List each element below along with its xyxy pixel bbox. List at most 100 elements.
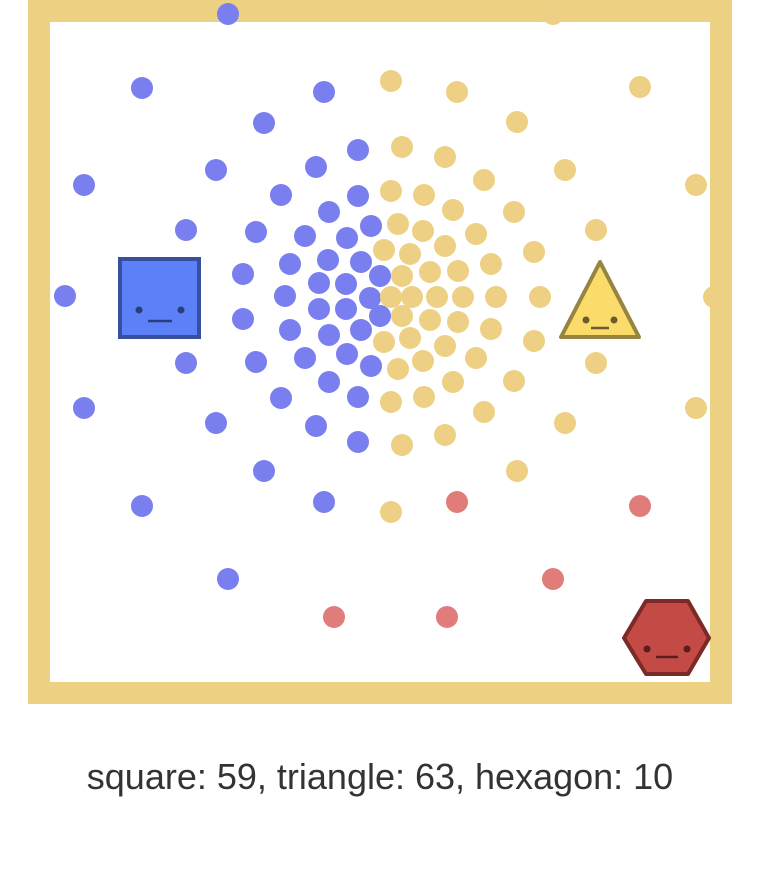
triangle-dot bbox=[523, 330, 545, 352]
triangle-dot bbox=[554, 412, 576, 434]
square-dot bbox=[336, 227, 358, 249]
game-board bbox=[28, 0, 732, 704]
square-dot bbox=[350, 319, 372, 341]
square-dot bbox=[350, 251, 372, 273]
triangle-dot bbox=[434, 424, 456, 446]
triangle-dot bbox=[387, 358, 409, 380]
triangle-dot bbox=[585, 219, 607, 241]
square-dot bbox=[73, 397, 95, 419]
square-dot bbox=[205, 159, 227, 181]
square-dot bbox=[313, 81, 335, 103]
square-dot bbox=[253, 112, 275, 134]
triangle-dot bbox=[413, 184, 435, 206]
square-dot bbox=[305, 415, 327, 437]
triangle-dot bbox=[419, 309, 441, 331]
triangle-dot bbox=[380, 391, 402, 413]
square-dot bbox=[253, 460, 275, 482]
triangle-dot bbox=[380, 501, 402, 523]
triangle-character[interactable] bbox=[559, 260, 641, 339]
square-dot bbox=[369, 305, 391, 327]
square-dot bbox=[270, 387, 292, 409]
hexagon-right-eye bbox=[683, 645, 691, 653]
triangle-dot bbox=[685, 174, 707, 196]
square-dot bbox=[318, 201, 340, 223]
hexagon-character[interactable] bbox=[622, 599, 711, 676]
square-dot bbox=[308, 272, 330, 294]
square-dot bbox=[131, 77, 153, 99]
triangle-dot bbox=[503, 201, 525, 223]
triangle-dot bbox=[412, 350, 434, 372]
square-dot bbox=[54, 285, 76, 307]
triangle-dot bbox=[380, 70, 402, 92]
triangle-dot bbox=[399, 327, 421, 349]
triangle-dot bbox=[446, 81, 468, 103]
triangle-dot bbox=[503, 370, 525, 392]
triangle-dot bbox=[473, 169, 495, 191]
triangle-dot bbox=[452, 286, 474, 308]
square-dot bbox=[217, 3, 239, 25]
triangle-dot bbox=[434, 335, 456, 357]
square-dot bbox=[217, 568, 239, 590]
triangle-dot bbox=[480, 253, 502, 275]
triangle-dot bbox=[523, 241, 545, 263]
square-dot bbox=[279, 319, 301, 341]
square-left-eye bbox=[135, 306, 143, 314]
square-dot bbox=[245, 221, 267, 243]
triangle-dot bbox=[465, 347, 487, 369]
square-right-eye bbox=[177, 306, 185, 314]
triangle-dot bbox=[380, 286, 402, 308]
triangle-dot bbox=[629, 76, 651, 98]
square-dot bbox=[347, 386, 369, 408]
hexagon-dot bbox=[323, 606, 345, 628]
triangle-left-eye bbox=[582, 316, 590, 324]
square-dot bbox=[205, 412, 227, 434]
square-dot bbox=[318, 371, 340, 393]
hexagon-left-eye bbox=[643, 645, 651, 653]
square-dot bbox=[245, 351, 267, 373]
square-dot bbox=[347, 431, 369, 453]
triangle-dot bbox=[413, 386, 435, 408]
square-dot bbox=[175, 219, 197, 241]
triangle-dot bbox=[419, 261, 441, 283]
triangle-dot bbox=[480, 318, 502, 340]
triangle-dot bbox=[399, 243, 421, 265]
triangle-dot bbox=[434, 235, 456, 257]
hexagon-dot bbox=[436, 606, 458, 628]
square-dot bbox=[317, 249, 339, 271]
triangle-dot bbox=[373, 331, 395, 353]
square-dot bbox=[131, 495, 153, 517]
square-dot bbox=[305, 156, 327, 178]
square-dot bbox=[294, 347, 316, 369]
hexagon-body bbox=[622, 599, 711, 676]
triangle-dot bbox=[685, 397, 707, 419]
square-dot bbox=[270, 184, 292, 206]
triangle-dot bbox=[465, 223, 487, 245]
square-dot bbox=[313, 491, 335, 513]
triangle-dot bbox=[529, 286, 551, 308]
triangle-dot bbox=[391, 434, 413, 456]
triangle-dot bbox=[380, 180, 402, 202]
triangle-dot bbox=[391, 265, 413, 287]
triangle-body bbox=[559, 260, 641, 339]
triangle-dot bbox=[387, 213, 409, 235]
square-dot bbox=[308, 298, 330, 320]
square-dot bbox=[359, 287, 381, 309]
square-dot bbox=[274, 285, 296, 307]
triangle-dot bbox=[542, 3, 564, 25]
triangle-dot bbox=[434, 146, 456, 168]
triangle-dot bbox=[442, 371, 464, 393]
triangle-dot bbox=[442, 199, 464, 221]
triangle-dot bbox=[391, 305, 413, 327]
square-dot bbox=[232, 308, 254, 330]
square-dot bbox=[360, 355, 382, 377]
square-dot bbox=[360, 215, 382, 237]
square-dot bbox=[73, 174, 95, 196]
square-dot bbox=[175, 352, 197, 374]
square-dot bbox=[347, 185, 369, 207]
triangle-dot bbox=[473, 401, 495, 423]
square-dot bbox=[335, 298, 357, 320]
triangle-dot bbox=[391, 136, 413, 158]
square-dot bbox=[336, 343, 358, 365]
square-character[interactable] bbox=[118, 257, 201, 339]
square-dot bbox=[347, 139, 369, 161]
